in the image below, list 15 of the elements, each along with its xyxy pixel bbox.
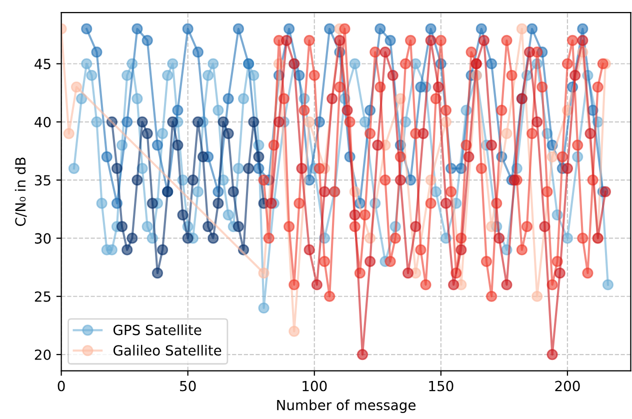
y-tick-label: 35 bbox=[34, 175, 50, 186]
x-tick-label: 50 bbox=[180, 380, 196, 392]
y-tick-label: 20 bbox=[34, 350, 51, 360]
y-axis-title: C/N₀ in dB bbox=[14, 158, 27, 226]
x-tick-label: 0 bbox=[58, 380, 65, 392]
y-tick-label: 45 bbox=[34, 58, 50, 70]
x-axis-title: Number of message bbox=[277, 400, 416, 413]
y-tick-label: 30 bbox=[34, 233, 51, 244]
x-tick-label: 200 bbox=[555, 380, 580, 392]
y-tick-label: 25 bbox=[34, 291, 50, 302]
y-tick-label: 40 bbox=[34, 116, 51, 128]
legend-label: GPS Satellite bbox=[113, 324, 202, 336]
x-tick-label: 150 bbox=[429, 380, 454, 392]
x-tick-label: 100 bbox=[302, 380, 327, 392]
legend-label: Galileo Satellite bbox=[113, 344, 222, 356]
